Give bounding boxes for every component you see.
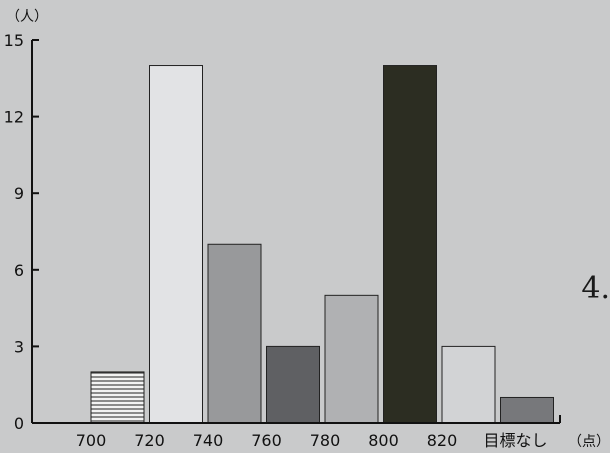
x-tick-label: 720 bbox=[134, 431, 165, 450]
y-tick-label: 9 bbox=[14, 184, 24, 203]
x-tick-label: 700 bbox=[76, 431, 107, 450]
x-axis-unit-label: （点） bbox=[568, 434, 610, 450]
bar-5 bbox=[324, 294, 379, 424]
x-tick-label: 780 bbox=[310, 431, 341, 450]
bar-3 bbox=[207, 243, 262, 424]
question-number-label: 4. bbox=[581, 271, 610, 306]
bar-1 bbox=[90, 371, 145, 424]
y-tick-label: 6 bbox=[14, 261, 24, 280]
y-tick-label: 15 bbox=[4, 31, 24, 50]
y-axis-unit-label: （人） bbox=[6, 9, 48, 25]
y-tick-label: 0 bbox=[14, 414, 24, 433]
x-tick-label: 740 bbox=[193, 431, 224, 450]
x-tick-label: 760 bbox=[251, 431, 282, 450]
bar-4 bbox=[266, 345, 320, 424]
bar-2 bbox=[149, 65, 203, 424]
bar-8 bbox=[500, 396, 554, 424]
x-tick-label: 目標なし bbox=[484, 431, 548, 450]
x-tick-label: 800 bbox=[368, 431, 399, 450]
y-tick-label: 3 bbox=[14, 337, 24, 356]
bar-7 bbox=[441, 345, 496, 424]
y-tick-label: 12 bbox=[4, 108, 24, 127]
x-tick-label: 820 bbox=[427, 431, 458, 450]
bar-6 bbox=[383, 65, 437, 424]
